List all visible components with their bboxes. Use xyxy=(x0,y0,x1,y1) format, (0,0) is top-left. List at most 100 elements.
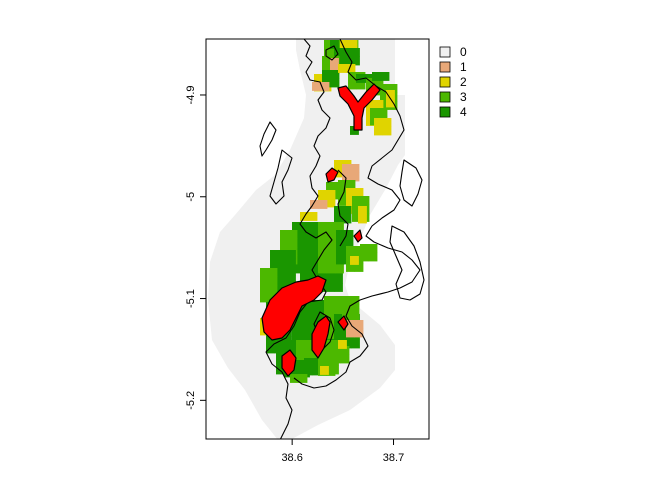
raster-cell xyxy=(350,256,359,265)
raster-cell xyxy=(351,339,360,349)
raster-cell xyxy=(342,164,351,173)
raster-cell xyxy=(342,304,351,314)
raster-cell xyxy=(309,222,318,231)
raster-cell xyxy=(342,296,351,305)
raster-cell xyxy=(308,212,318,221)
raster-cell xyxy=(318,190,327,199)
raster-cell xyxy=(346,263,355,272)
raster-cell xyxy=(276,365,285,375)
raster-cell xyxy=(352,204,361,214)
raster-cell xyxy=(370,108,379,117)
coastline-inner xyxy=(337,169,349,247)
raster-cell xyxy=(351,56,360,66)
highlight-small-north xyxy=(325,167,339,183)
raster-cell xyxy=(354,188,364,197)
raster-cell xyxy=(325,283,335,292)
raster-cell xyxy=(326,198,336,208)
legend-swatch-1 xyxy=(439,61,451,73)
raster-cell xyxy=(300,325,310,335)
raster-cell xyxy=(346,196,355,206)
legend-swatch-4 xyxy=(439,106,451,118)
raster-cell xyxy=(300,274,309,284)
raster-cell xyxy=(360,196,370,205)
raster-cell xyxy=(300,317,310,326)
raster-cell xyxy=(276,357,285,366)
raster-cell xyxy=(382,126,392,136)
raster-cell xyxy=(332,296,342,305)
raster-cell xyxy=(270,250,279,259)
raster-cell xyxy=(287,267,296,276)
raster-cell xyxy=(300,308,310,318)
raster-cell xyxy=(374,78,384,87)
raster-cell xyxy=(356,80,366,90)
raster-cell xyxy=(352,196,361,205)
raster-cell xyxy=(380,84,389,93)
raster-cell xyxy=(336,247,345,256)
raster-cell xyxy=(335,222,344,231)
raster-cell xyxy=(330,70,340,79)
raster-cell xyxy=(332,354,341,364)
y-tick-label-2: -5.1 xyxy=(185,289,197,308)
raster-cell xyxy=(342,206,352,215)
raster-cell xyxy=(326,247,336,257)
coastline-main xyxy=(265,39,333,439)
raster-cell xyxy=(358,206,367,215)
raster-cell xyxy=(284,340,294,349)
raster-cell xyxy=(300,266,309,275)
legend-label-2: 2 xyxy=(460,75,467,89)
raster-cell xyxy=(312,358,322,367)
raster-cell xyxy=(334,214,343,224)
highlight-east-small xyxy=(337,315,349,331)
raster-cell xyxy=(354,246,364,255)
raster-cell xyxy=(380,101,389,110)
raster-cell xyxy=(348,80,357,90)
raster-cell xyxy=(332,346,341,355)
raster-cell xyxy=(330,340,339,349)
raster-cell xyxy=(338,64,347,73)
raster-cell xyxy=(326,358,336,368)
raster-cell xyxy=(344,238,354,248)
raster-cell xyxy=(336,255,345,265)
raster-cell xyxy=(309,317,318,326)
raster-cell xyxy=(368,244,378,253)
raster-cell xyxy=(354,254,364,264)
raster-cell xyxy=(296,348,305,358)
raster-cell xyxy=(374,100,384,109)
raster-cell xyxy=(312,366,322,376)
raster-cell xyxy=(318,256,327,265)
raster-cell xyxy=(300,232,309,241)
raster-cell xyxy=(322,56,331,65)
raster-cell xyxy=(346,328,355,338)
raster-cell xyxy=(324,40,333,49)
raster-cell xyxy=(308,249,318,258)
raster-cell xyxy=(330,78,340,88)
raster-cell xyxy=(334,160,343,169)
raster-cell xyxy=(300,249,309,258)
raster-cell xyxy=(378,108,388,117)
raster-cell xyxy=(346,64,356,73)
raster-cell xyxy=(292,264,301,274)
raster-cell xyxy=(346,188,355,197)
raster-cell xyxy=(266,344,275,354)
raster-cell xyxy=(346,246,355,255)
legend-swatch-3 xyxy=(439,91,451,103)
raster-cell xyxy=(300,334,310,343)
raster-cell xyxy=(304,348,314,358)
raster-cell xyxy=(278,258,288,268)
raster-cell xyxy=(374,118,383,127)
raster-cell xyxy=(348,40,358,49)
raster-cell xyxy=(268,285,278,294)
raster-cell xyxy=(325,274,335,284)
raster-cell xyxy=(304,340,314,349)
raster-cell xyxy=(308,257,318,267)
raster-cell xyxy=(326,239,336,248)
x-axis: 38.6 38.7 xyxy=(281,439,404,464)
raster-cell xyxy=(336,230,345,239)
raster-cell xyxy=(326,367,336,376)
raster-cell xyxy=(260,276,269,286)
raster-cell xyxy=(360,244,369,253)
raster-cell xyxy=(382,118,392,127)
highlight-north-fork xyxy=(337,83,381,131)
raster-cell xyxy=(326,230,336,240)
